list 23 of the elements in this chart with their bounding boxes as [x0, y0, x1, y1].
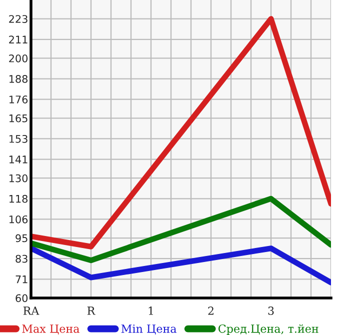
y-tick-label: 95: [16, 234, 28, 242]
y-tick-label: 153: [9, 134, 28, 143]
x-tick-label: 3: [268, 306, 274, 315]
x-tick-label: RA: [23, 306, 40, 315]
y-tick-label: 176: [9, 96, 28, 104]
y-tick-label: 223: [9, 15, 28, 23]
legend-label: Max Цена: [22, 324, 80, 334]
x-tick-label: 1: [148, 306, 153, 315]
y-tick-label: 83: [16, 254, 28, 263]
y-tick-label: 165: [9, 114, 28, 122]
y-tick-label: 60: [16, 294, 28, 302]
x-tick-label: R: [87, 306, 96, 315]
y-tick-label: 188: [9, 75, 28, 83]
y-tick-label: 130: [9, 174, 28, 182]
y-tick-label: 118: [9, 194, 28, 203]
legend-label: Сред.Цена, т.йен: [218, 324, 318, 335]
x-tick-label: 2: [208, 306, 214, 315]
y-tick-label: 106: [9, 215, 28, 224]
y-tick-label: 71: [16, 276, 28, 284]
y-tick-label: 211: [9, 36, 28, 44]
y-tick-label: 200: [9, 54, 28, 62]
y-tick-label: 141: [9, 156, 28, 164]
legend-label: Min Цена: [121, 324, 176, 334]
